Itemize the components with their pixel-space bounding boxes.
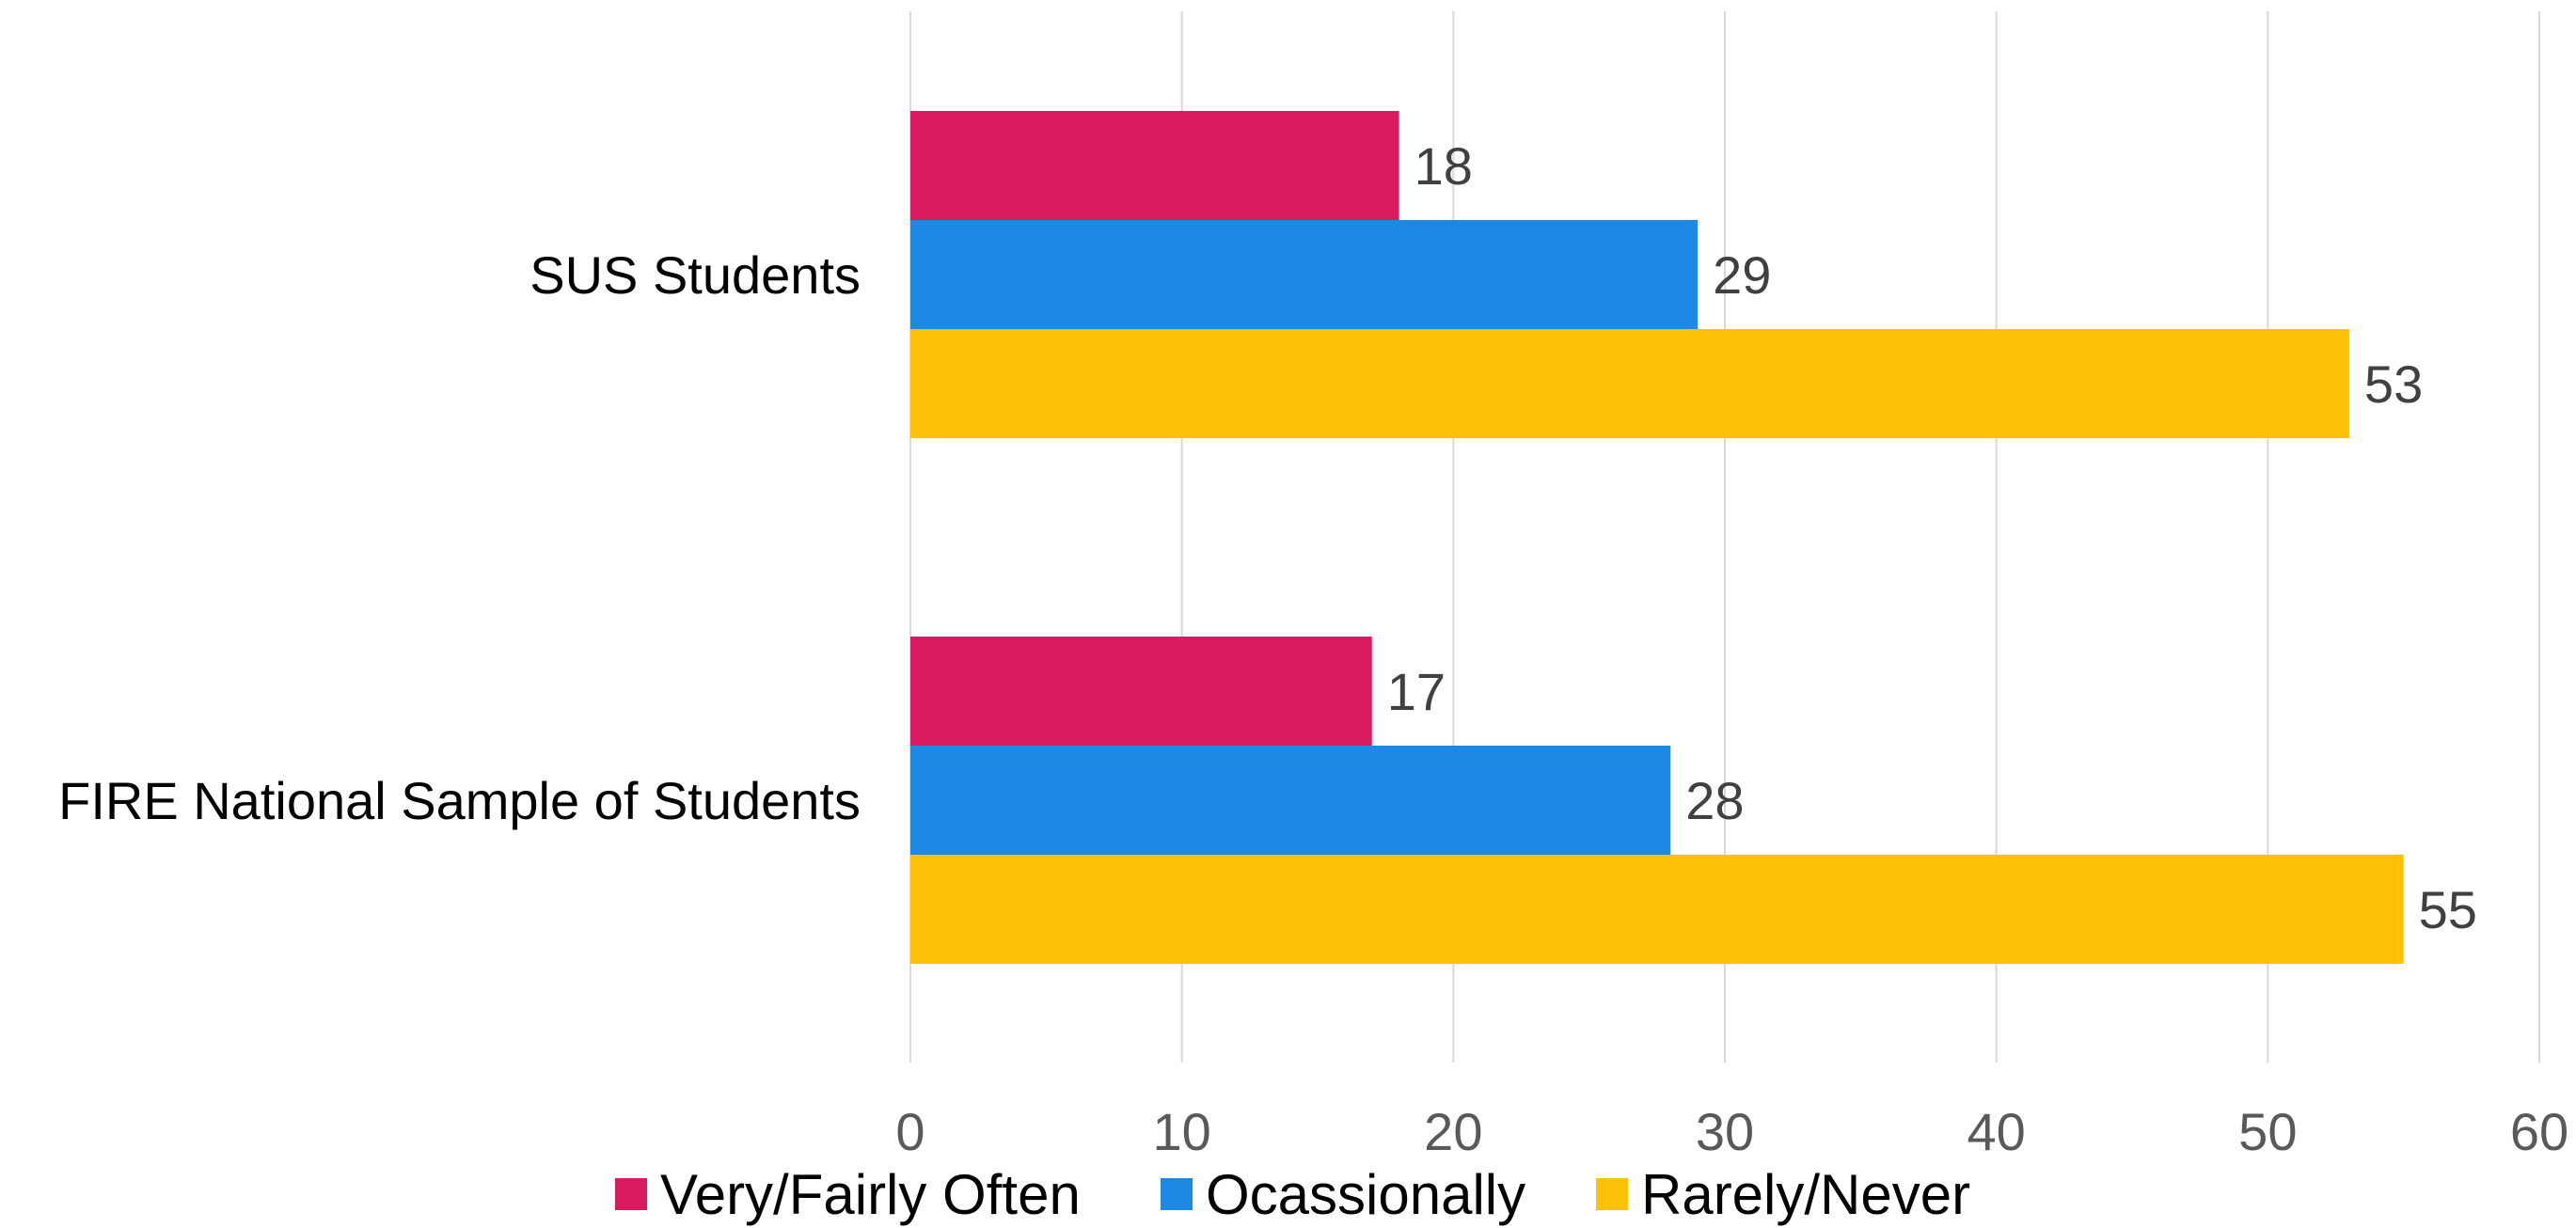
legend-swatch-3 (1596, 1178, 1628, 1210)
x-axis-tick-labels: 0 10 20 30 40 50 60 (895, 1102, 2568, 1161)
bar-2-2 (910, 746, 1671, 855)
x-tick-label-60: 60 (2510, 1102, 2568, 1161)
x-tick-label-20: 20 (1424, 1102, 1482, 1161)
category-label-1: SUS Students (529, 245, 861, 305)
legend-label-1: Very/Fairly Often (660, 1163, 1081, 1226)
data-label-2-2: 28 (1685, 771, 1744, 830)
x-tick-label-0: 0 (895, 1102, 925, 1161)
bar-2-1 (910, 637, 1372, 746)
legend-label-2: Ocassionally (1206, 1163, 1525, 1226)
data-label-1-2: 29 (1713, 245, 1771, 305)
category-label-2: FIRE National Sample of Students (58, 771, 861, 830)
data-label-2-1: 17 (1387, 662, 1446, 721)
legend: Very/Fairly Often Ocassionally Rarely/Neve… (615, 1163, 1970, 1226)
bar-2-3 (910, 855, 2404, 964)
legend-swatch-2 (1161, 1178, 1193, 1210)
data-labels: 18 29 53 17 28 55 (1387, 136, 2477, 939)
data-label-1-1: 18 (1414, 136, 1473, 196)
category-labels: SUS Students FIRE National Sample of Stud… (58, 245, 861, 830)
bar-1-1 (910, 111, 1399, 220)
legend-label-3: Rarely/Never (1641, 1163, 1970, 1226)
bar-1-2 (910, 220, 1699, 329)
bars (910, 111, 2404, 964)
x-tick-label-30: 30 (1696, 1102, 1754, 1161)
data-label-1-3: 53 (2364, 354, 2423, 414)
data-label-2-3: 55 (2419, 880, 2477, 939)
legend-swatch-1 (615, 1178, 647, 1210)
x-tick-label-50: 50 (2238, 1102, 2297, 1161)
x-tick-label-10: 10 (1153, 1102, 1211, 1161)
bar-1-3 (910, 329, 2349, 438)
x-tick-label-40: 40 (1968, 1102, 2026, 1161)
